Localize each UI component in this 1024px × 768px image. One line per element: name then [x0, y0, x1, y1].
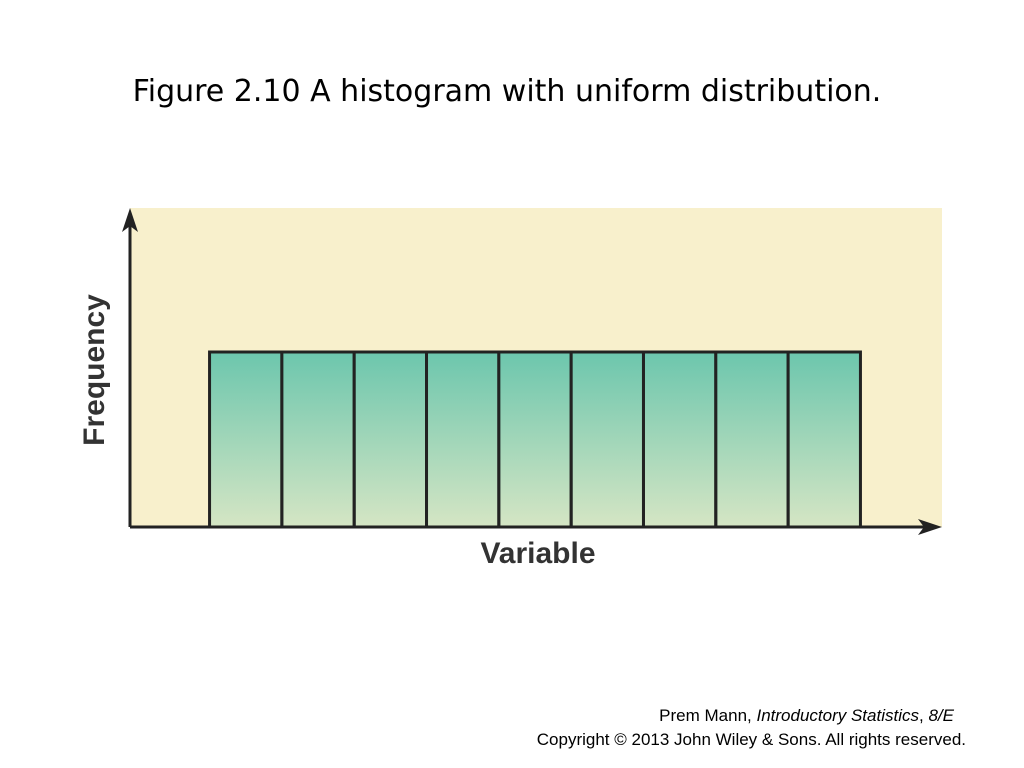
y-axis-arrow: [122, 208, 138, 232]
bar: [641, 350, 718, 529]
plot: [122, 208, 942, 535]
bar: [714, 350, 790, 529]
bar: [425, 350, 501, 529]
edition: 8/E: [928, 706, 954, 725]
footer-citation: Prem Mann, Introductory Statistics, 8/E: [659, 706, 954, 725]
bar: [352, 350, 429, 529]
x-axis-arrow: [918, 519, 942, 535]
footer-copyright: Copyright © 2013 John Wiley & Sons. All …: [537, 730, 966, 749]
x-axis-label: Variable: [480, 537, 595, 570]
bar: [208, 350, 284, 529]
author: Prem Mann,: [659, 706, 752, 725]
separator: ,: [919, 706, 924, 725]
chart-title: Figure 2.10 A histogram with uniform dis…: [133, 74, 882, 109]
bar: [497, 350, 573, 529]
bar: [786, 350, 862, 529]
bar: [569, 350, 645, 529]
bar: [280, 350, 356, 529]
y-axis-label: Frequency: [78, 294, 111, 446]
book-title: Introductory Statistics: [756, 706, 919, 725]
